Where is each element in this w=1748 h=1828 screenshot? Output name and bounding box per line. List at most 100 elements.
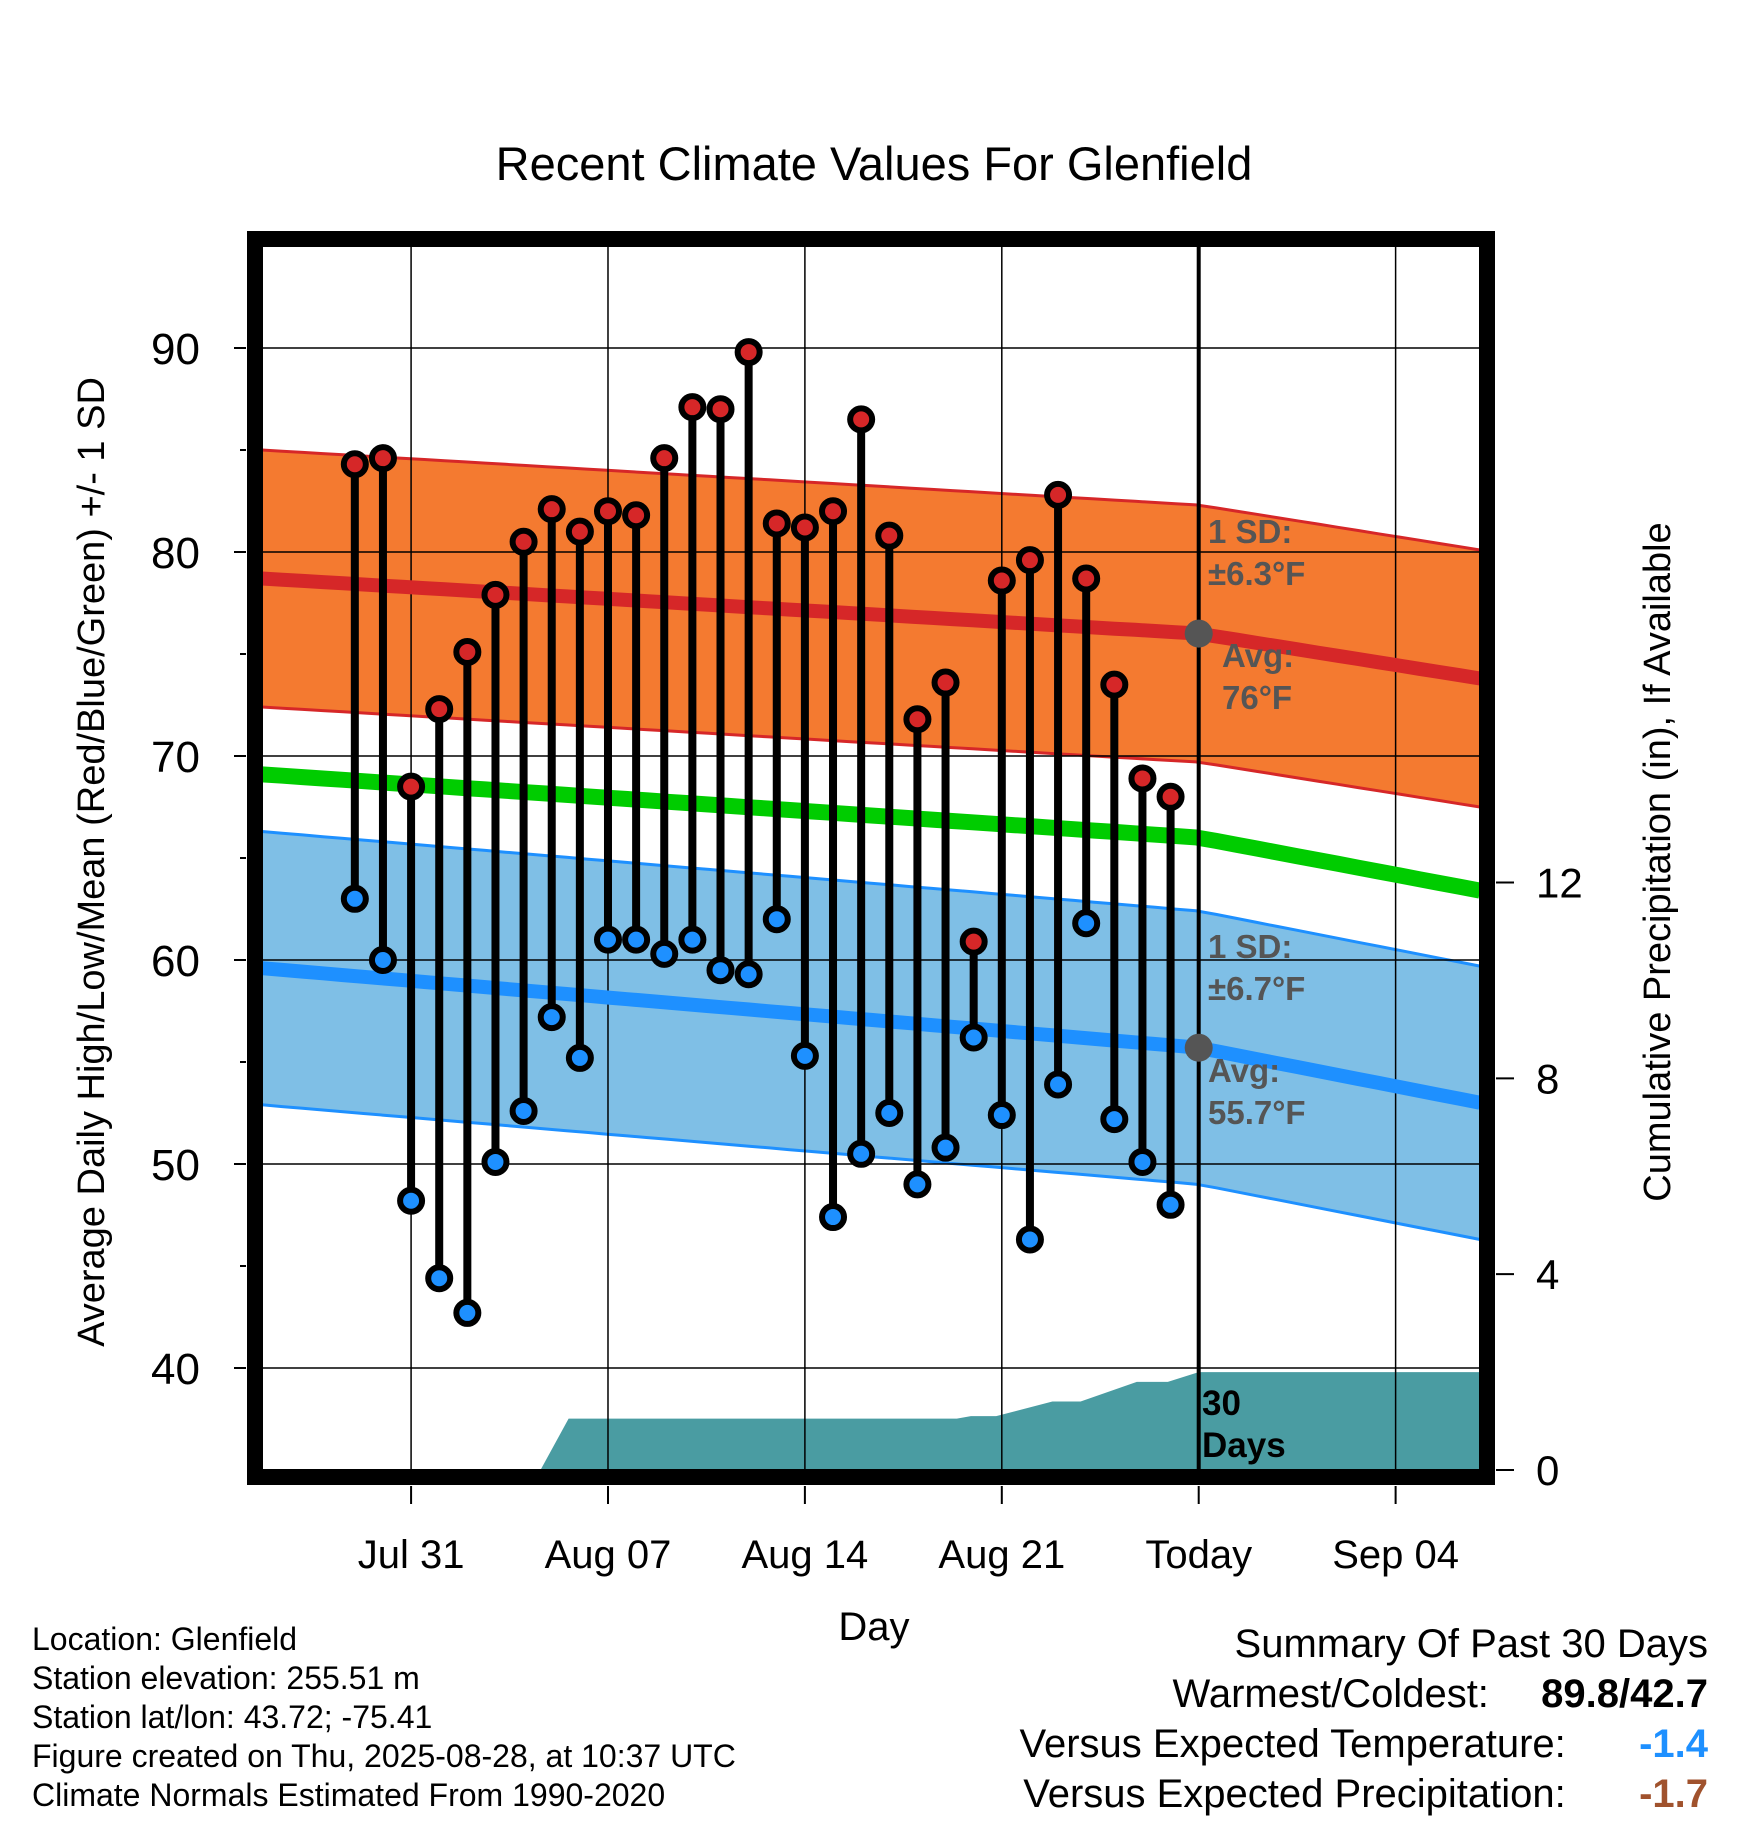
low-point <box>935 1137 957 1159</box>
low-sd-label: 1 SD: <box>1208 928 1292 965</box>
high-point <box>372 447 394 469</box>
high-point <box>1075 568 1097 590</box>
low-point <box>653 943 675 965</box>
high-point <box>541 498 563 520</box>
summary-title: Summary Of Past 30 Days <box>1020 1619 1708 1669</box>
warmest-coldest-value: 89.8/42.7 <box>1541 1669 1708 1719</box>
low-point <box>625 929 647 951</box>
high-point <box>766 512 788 534</box>
high-avg-value: 76°F <box>1222 679 1292 716</box>
high-point <box>710 398 732 420</box>
y-tick-label: 40 <box>151 1345 200 1394</box>
low-point <box>400 1190 422 1212</box>
high-point <box>428 698 450 720</box>
x-tick-label: Aug 14 <box>742 1533 869 1577</box>
high-point <box>569 521 591 543</box>
low-point <box>344 888 366 910</box>
y-tick-label: 60 <box>151 937 200 986</box>
high-point <box>1131 767 1153 789</box>
low-point <box>1075 912 1097 934</box>
x-tick-label: Sep 04 <box>1332 1533 1459 1577</box>
low-avg-label: Avg: <box>1208 1052 1280 1089</box>
temp-diff-label: Versus Expected Temperature: <box>1020 1722 1566 1766</box>
high-point <box>1160 786 1182 808</box>
y-axis-label: Average Daily High/Low/Mean (Red/Blue/Gr… <box>71 377 113 1347</box>
low-point <box>963 1027 985 1049</box>
station-metadata: Location: Glenfield Station elevation: 2… <box>32 1620 736 1815</box>
high-point <box>513 531 535 553</box>
y-right-tick-label: 12 <box>1536 859 1583 906</box>
location-text: Location: Glenfield <box>32 1620 736 1659</box>
high-point <box>1047 484 1069 506</box>
low-point <box>1019 1228 1041 1250</box>
high-point <box>681 396 703 418</box>
high-point <box>738 341 760 363</box>
high-point <box>878 525 900 547</box>
precip-diff-value: -1.7 <box>1618 1769 1708 1819</box>
high-point <box>400 776 422 798</box>
y-axis-right-label: Cumulative Precipitation (in), If Availa… <box>1637 522 1679 1201</box>
low-avg-value: 55.7°F <box>1208 1094 1306 1131</box>
temp-diff-row: Versus Expected Temperature: -1.4 <box>1020 1719 1708 1769</box>
low-point <box>766 908 788 930</box>
y-tick-label: 90 <box>151 325 200 374</box>
y-right-tick-label: 8 <box>1536 1055 1559 1102</box>
today-high-avg-marker <box>1185 620 1213 648</box>
x-tick-label: Aug 07 <box>545 1533 672 1577</box>
high-sd-label: 1 SD: <box>1208 513 1292 550</box>
low-point <box>372 949 394 971</box>
elevation-text: Station elevation: 255.51 m <box>32 1659 736 1698</box>
low-point <box>738 963 760 985</box>
high-avg-label: Avg: <box>1222 637 1294 674</box>
high-point <box>906 708 928 730</box>
high-point <box>597 500 619 522</box>
low-point <box>513 1100 535 1122</box>
high-sd-band <box>262 450 1480 807</box>
low-point <box>906 1173 928 1195</box>
high-point <box>822 500 844 522</box>
y-right-tick-label: 0 <box>1536 1447 1559 1494</box>
high-point <box>991 570 1013 592</box>
low-point <box>710 959 732 981</box>
low-point <box>878 1102 900 1124</box>
low-point <box>569 1047 591 1069</box>
high-point <box>484 584 506 606</box>
y-tick-label: 80 <box>151 529 200 578</box>
high-point <box>1019 549 1041 571</box>
precip-days-label-2: Days <box>1202 1426 1286 1465</box>
summary-panel: Summary Of Past 30 Days Warmest/Coldest:… <box>1020 1619 1708 1819</box>
high-point <box>653 447 675 469</box>
chart-title: Recent Climate Values For Glenfield <box>496 137 1253 190</box>
high-point <box>456 641 478 663</box>
climate-chart: Recent Climate Values For Glenfield 1 SD… <box>0 0 1748 1828</box>
low-point <box>1103 1108 1125 1130</box>
plot-area: 1 SD: ±6.3°F Avg: 76°F 1 SD: ±6.7°F Avg: 55.7°F… <box>151 239 1583 1577</box>
x-tick-label: Aug 21 <box>938 1533 1065 1577</box>
low-point <box>681 929 703 951</box>
low-point <box>1047 1073 1069 1095</box>
low-point <box>850 1143 872 1165</box>
low-sd-band <box>262 832 1480 1240</box>
normals-text: Climate Normals Estimated From 1990-2020 <box>32 1776 736 1815</box>
low-point <box>822 1206 844 1228</box>
y-tick-label: 50 <box>151 1141 200 1190</box>
low-point <box>991 1104 1013 1126</box>
high-point <box>1103 674 1125 696</box>
high-sd-value: ±6.3°F <box>1208 555 1305 592</box>
x-tick-label: Today <box>1145 1533 1252 1577</box>
high-point <box>850 408 872 430</box>
high-point <box>963 931 985 953</box>
low-point <box>597 929 619 951</box>
low-point <box>456 1302 478 1324</box>
precip-days-label: 30 <box>1202 1384 1241 1423</box>
low-point <box>428 1267 450 1289</box>
precip-diff-label: Versus Expected Precipitation: <box>1023 1772 1566 1816</box>
high-point <box>794 517 816 539</box>
x-tick-label: Jul 31 <box>358 1533 465 1577</box>
high-point <box>625 504 647 526</box>
low-point <box>1160 1194 1182 1216</box>
low-point <box>1131 1151 1153 1173</box>
low-point <box>794 1045 816 1067</box>
high-point <box>935 672 957 694</box>
warmest-coldest-row: Warmest/Coldest: 89.8/42.7 <box>1020 1669 1708 1719</box>
